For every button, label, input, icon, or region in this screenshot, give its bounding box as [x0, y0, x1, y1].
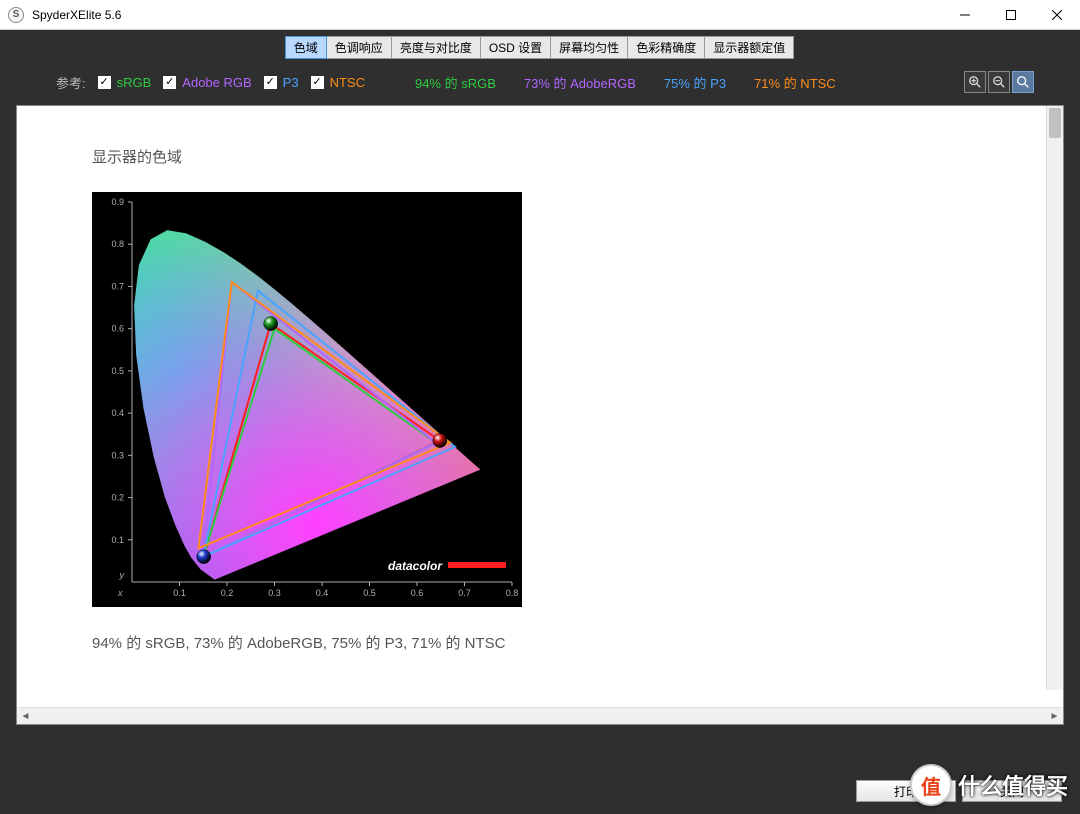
zoom-in-button[interactable]	[964, 71, 986, 93]
svg-text:0.2: 0.2	[111, 493, 124, 503]
svg-text:datacolor: datacolor	[388, 559, 443, 573]
watermark: 值 什么值得买	[910, 764, 1068, 806]
svg-text:0.2: 0.2	[221, 588, 234, 598]
app-body: 色域色调响应亮度与对比度OSD 设置屏幕均匀性色彩精确度显示器额定值 参考: s…	[0, 30, 1080, 814]
close-button[interactable]	[1034, 0, 1080, 30]
ref-label: Adobe RGB	[182, 75, 251, 90]
tab-3[interactable]: OSD 设置	[480, 36, 551, 59]
svg-text:0.1: 0.1	[111, 535, 124, 545]
watermark-badge: 值	[910, 764, 952, 806]
scroll-right-icon[interactable]: ►	[1046, 708, 1063, 724]
svg-text:0.3: 0.3	[111, 450, 124, 460]
ref-label: NTSC	[330, 75, 365, 90]
reference-bar: 参考: sRGB Adobe RGB P3 NTSC 94% 的 sRGB 73% 的 …	[6, 65, 1074, 105]
tab-2[interactable]: 亮度与对比度	[391, 36, 481, 59]
tab-4[interactable]: 屏幕均匀性	[550, 36, 628, 59]
ref-item-ntsc[interactable]: NTSC	[311, 75, 365, 90]
content-title: 显示器的色域	[92, 146, 1003, 167]
zoom-fit-button[interactable]	[1012, 71, 1034, 93]
tab-0[interactable]: 色域	[285, 36, 327, 59]
svg-text:0.1: 0.1	[173, 588, 186, 598]
svg-text:0.5: 0.5	[363, 588, 376, 598]
content-panel: 显示器的色域 0.1 0.2 0.3 0.4 0.5 0.6 0.7 0.8 0.1 0.2 0.3…	[16, 105, 1064, 725]
svg-text:0.7: 0.7	[111, 281, 124, 291]
checkbox-icon[interactable]	[98, 76, 111, 89]
svg-text:y: y	[119, 570, 125, 580]
svg-text:0.7: 0.7	[458, 588, 471, 598]
reference-label: 参考:	[56, 73, 86, 92]
ref-item-p3[interactable]: P3	[264, 75, 299, 90]
cie-chart: 0.1 0.2 0.3 0.4 0.5 0.6 0.7 0.8 0.1 0.2 0.3 0.4 0.5 0…	[92, 192, 522, 607]
svg-text:0.6: 0.6	[111, 324, 124, 334]
checkbox-icon[interactable]	[163, 76, 176, 89]
svg-text:0.9: 0.9	[111, 197, 124, 207]
ref-pct-2: 75% 的 P3	[664, 73, 726, 92]
tab-5[interactable]: 色彩精确度	[627, 36, 705, 59]
ref-pct-1: 73% 的 AdobeRGB	[524, 73, 636, 92]
svg-text:0.8: 0.8	[506, 588, 519, 598]
tab-bar: 色域色调响应亮度与对比度OSD 设置屏幕均匀性色彩精确度显示器额定值	[6, 36, 1074, 59]
svg-text:0.6: 0.6	[411, 588, 424, 598]
ref-item-adobergb[interactable]: Adobe RGB	[163, 75, 251, 90]
svg-text:0.3: 0.3	[268, 588, 281, 598]
ref-pct-0: 94% 的 sRGB	[415, 73, 496, 92]
tab-6[interactable]: 显示器额定值	[704, 36, 794, 59]
ref-item-srgb[interactable]: sRGB	[98, 75, 152, 90]
vertical-scrollbar[interactable]	[1046, 106, 1063, 690]
ref-label: P3	[283, 75, 299, 90]
scroll-left-icon[interactable]: ◄	[17, 708, 34, 724]
app-icon: S	[8, 7, 24, 23]
svg-text:0.8: 0.8	[111, 239, 124, 249]
svg-text:0.4: 0.4	[316, 588, 329, 598]
svg-text:0.4: 0.4	[111, 408, 124, 418]
ref-label: sRGB	[117, 75, 152, 90]
svg-text:0.5: 0.5	[111, 366, 124, 376]
checkbox-icon[interactable]	[264, 76, 277, 89]
ref-pct-3: 71% 的 NTSC	[754, 73, 836, 92]
maximize-button[interactable]	[988, 0, 1034, 30]
window-title: SpyderXElite 5.6	[32, 8, 121, 22]
tab-1[interactable]: 色调响应	[326, 36, 392, 59]
content-summary: 94% 的 sRGB, 73% 的 AdobeRGB, 75% 的 P3, 71…	[92, 632, 1003, 653]
watermark-text: 什么值得买	[958, 769, 1068, 801]
horizontal-scrollbar[interactable]: ◄ ►	[17, 707, 1063, 724]
checkbox-icon[interactable]	[311, 76, 324, 89]
minimize-button[interactable]	[942, 0, 988, 30]
titlebar: S SpyderXElite 5.6	[0, 0, 1080, 30]
svg-text:x: x	[117, 588, 123, 598]
zoom-out-button[interactable]	[988, 71, 1010, 93]
